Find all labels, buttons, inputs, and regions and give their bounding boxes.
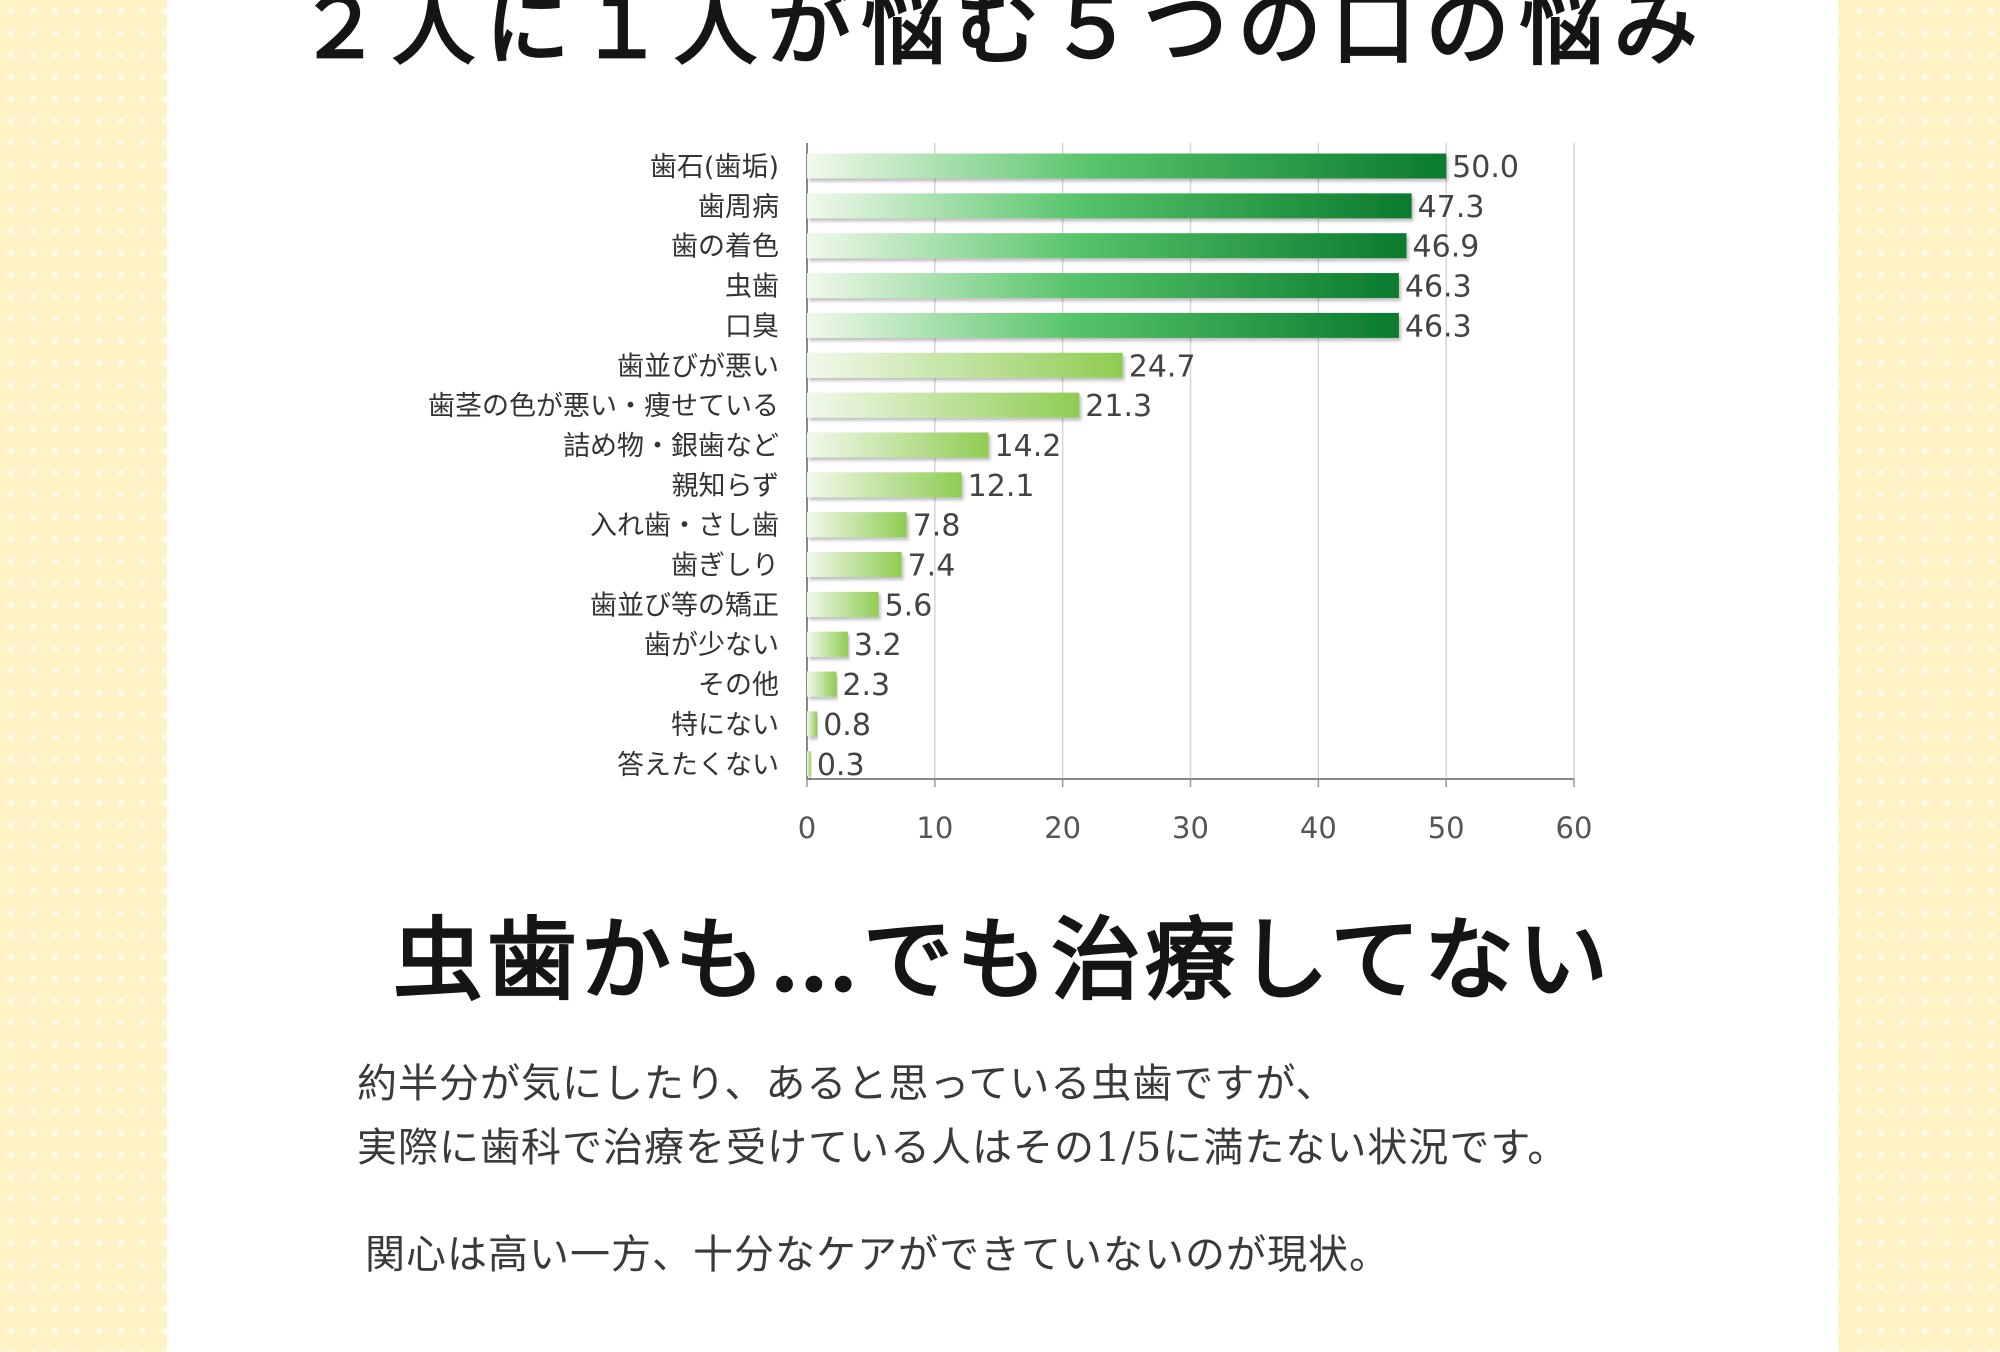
category-label: 歯ぎしり — [671, 551, 779, 582]
category-label: 答えたくない — [617, 750, 779, 781]
value-label: 47.3 — [1418, 190, 1485, 225]
bar — [807, 153, 1447, 179]
body-line-1: 約半分が気にしたり、あると思っている虫歯ですが、 — [357, 1061, 1337, 1107]
category-label: 詰め物・銀歯など — [563, 431, 779, 462]
category-label: 歯並び等の矯正 — [590, 590, 779, 621]
category-label: 親知らず — [672, 471, 779, 502]
value-label: 3.2 — [854, 628, 902, 663]
bar — [807, 552, 902, 577]
category-label: 虫歯 — [725, 272, 779, 303]
bar — [807, 671, 837, 697]
bar — [807, 751, 811, 777]
value-label: 0.3 — [817, 748, 865, 783]
value-label: 46.3 — [1405, 309, 1472, 344]
bar — [807, 193, 1412, 219]
bar — [807, 352, 1123, 378]
value-label: 24.7 — [1129, 349, 1196, 384]
value-label: 21.3 — [1085, 389, 1152, 424]
x-tick-label: 20 — [1044, 811, 1081, 845]
bar — [807, 512, 907, 538]
category-label: 歯茎の色が悪い・痩せている — [428, 391, 779, 422]
bar — [807, 711, 818, 737]
x-tick-label: 50 — [1428, 811, 1465, 845]
value-label: 46.3 — [1405, 270, 1472, 305]
bar — [807, 233, 1407, 259]
value-label: 50.0 — [1452, 150, 1519, 185]
category-label: 歯の着色 — [671, 232, 779, 263]
value-label: 2.3 — [842, 668, 890, 703]
bar — [807, 591, 879, 617]
x-tick-label: 0 — [798, 811, 816, 845]
body-line-2: 実際に歯科で治療を受けている人はその1/5に満たない状況です。 — [357, 1125, 1569, 1171]
body-paragraph-2: 関心は高い一方、十分なケアができていないのが現状。 — [365, 1232, 1390, 1278]
bar — [807, 273, 1399, 299]
body-paragraph-1: 約半分が気にしたり、あると思っている虫歯ですが、実際に歯科で治療を受けている人は… — [357, 1052, 1568, 1180]
page-title: ２人に１人が悩む５つの口の悩み — [297, 0, 1708, 77]
category-label: 歯並びが悪い — [617, 351, 779, 382]
value-label: 5.6 — [885, 588, 933, 623]
category-label: 特にない — [671, 710, 779, 741]
value-label: 7.4 — [908, 549, 956, 584]
category-label: その他 — [698, 670, 779, 701]
x-tick-label: 40 — [1300, 811, 1337, 845]
bar-chart: 0 10 20 30 40 50 60 歯石(歯垢) 50.0 歯周病 47.3 歯の着色 46.9 虫歯… — [428, 143, 1593, 845]
value-label: 14.2 — [995, 429, 1062, 464]
value-label: 46.9 — [1413, 230, 1480, 265]
x-tick-label: 60 — [1556, 811, 1593, 845]
x-tick-label: 10 — [916, 811, 953, 845]
category-label: 歯が少ない — [644, 630, 779, 661]
content-panel: ２人に１人が悩む５つの口の悩み 0 10 20 30 40 50 60 歯石(歯垢) 50.0 歯… — [167, 0, 1838, 1352]
category-label: 歯石(歯垢) — [650, 152, 779, 183]
bar — [807, 432, 989, 458]
value-label: 7.8 — [913, 509, 961, 544]
bar — [807, 472, 962, 498]
value-label: 0.8 — [823, 708, 871, 743]
bar — [807, 631, 848, 657]
section-heading: 虫歯かも…でも治療してない — [392, 907, 1613, 1013]
category-label: 口臭 — [725, 311, 779, 342]
value-label: 12.1 — [968, 469, 1035, 504]
bar — [807, 392, 1080, 418]
category-label: 歯周病 — [698, 192, 779, 223]
x-tick-label: 30 — [1172, 811, 1209, 845]
bar — [807, 312, 1399, 338]
category-label: 入れ歯・さし歯 — [590, 511, 779, 542]
